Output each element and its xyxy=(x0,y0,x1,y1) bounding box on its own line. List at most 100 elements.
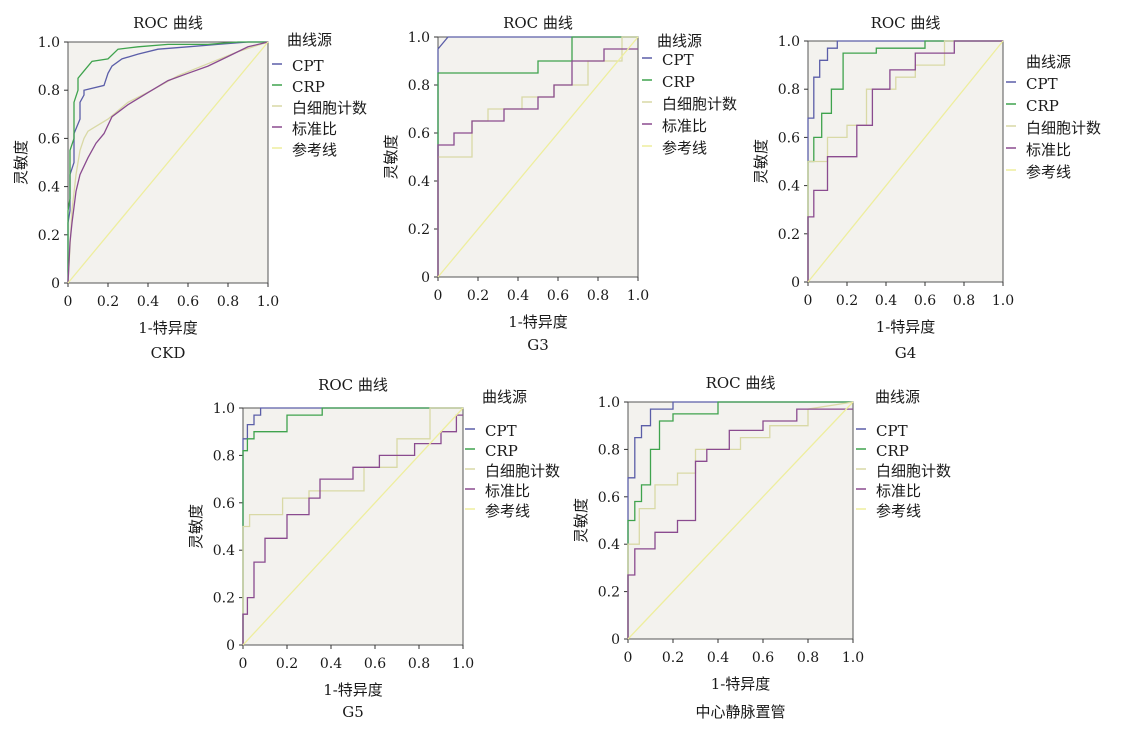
x-tick-label: 0.4 xyxy=(507,288,529,304)
roc-chart-g4: ROC 曲线 0 0.2 0.4 0.6 0.8 1.0 0 0.2 0.4 0.6 0.8 1.0 灵敏… xyxy=(752,14,1101,362)
x-axis-label: 1-特异度 xyxy=(323,681,383,699)
series-line-crp xyxy=(627,401,853,639)
x-tick-label: 0.4 xyxy=(707,650,729,666)
x-tick-label: 0.6 xyxy=(914,293,936,309)
x-tick-label: 0.8 xyxy=(217,294,239,310)
series-line-wbc xyxy=(807,40,1003,282)
series-line-cpt xyxy=(627,401,853,639)
series-line-wbc xyxy=(437,36,638,277)
x-tick-label: 0.6 xyxy=(364,656,386,672)
x-tick-label: 0.6 xyxy=(177,294,199,310)
y-tick-label: 1.0 xyxy=(38,35,60,51)
y-tick-label: 0.2 xyxy=(38,228,60,244)
legend-label-wbc: 白细胞计数 xyxy=(876,462,951,480)
chart-subtitle: G4 xyxy=(895,344,917,362)
y-tick-label: 0.4 xyxy=(778,179,800,195)
legend-label-cpt: CPT xyxy=(292,57,324,75)
x-tick-label: 0.6 xyxy=(752,650,774,666)
legend-label-wbc: 白细胞计数 xyxy=(1026,119,1101,137)
chart-subtitle: CKD xyxy=(151,344,186,362)
y-tick-label: 1.0 xyxy=(213,401,235,417)
y-tick-label: 0.6 xyxy=(778,130,800,146)
y-tick-label: 0.8 xyxy=(408,78,430,94)
y-tick-label: 0.6 xyxy=(213,496,235,512)
series-line-ratio xyxy=(807,40,1003,282)
chart-title: ROC 曲线 xyxy=(503,14,573,32)
y-tick-label: 1.0 xyxy=(598,395,620,411)
y-tick-label: 1.0 xyxy=(408,30,430,46)
legend-label-ratio: 标准比 xyxy=(662,117,707,135)
y-tick-label: 0.6 xyxy=(408,126,430,142)
series-line-reference xyxy=(807,40,1004,283)
legend-label-reference: 参考线 xyxy=(485,502,530,520)
x-tick-label: 1.0 xyxy=(842,650,864,666)
x-tick-label: 0.4 xyxy=(137,294,159,310)
chart-subtitle: 中心静脉置管 xyxy=(695,703,785,721)
legend-title: 曲线源 xyxy=(875,388,920,406)
series-line-ratio xyxy=(67,41,269,284)
y-tick-label: 0.4 xyxy=(213,543,235,559)
y-axis-label: 灵敏度 xyxy=(572,498,590,543)
x-tick-label: 1.0 xyxy=(257,294,279,310)
x-tick-label: 0.2 xyxy=(467,288,489,304)
y-axis-label: 灵敏度 xyxy=(12,140,30,185)
legend-label-wbc: 白细胞计数 xyxy=(662,95,737,113)
y-tick-label: 0.4 xyxy=(598,537,620,553)
legend-label-ratio: 标准比 xyxy=(876,482,921,500)
chart-title: ROC 曲线 xyxy=(318,376,388,394)
series-line-cpt xyxy=(242,407,463,645)
legend-title: 曲线源 xyxy=(287,31,332,49)
x-tick-label: 0 xyxy=(64,294,73,310)
x-tick-label: 0.2 xyxy=(662,650,684,666)
x-tick-label: 0 xyxy=(804,293,813,309)
legend-label-cpt: CPT xyxy=(485,422,517,440)
y-tick-label: 0.6 xyxy=(38,131,60,147)
y-tick-label: 0 xyxy=(791,275,800,291)
series-line-cpt xyxy=(67,41,268,283)
legend-label-ratio: 标准比 xyxy=(485,482,530,500)
x-axis-label: 1-特异度 xyxy=(711,675,771,693)
roc-chart-g5: ROC 曲线 0 0.2 0.4 0.6 0.8 1.0 0 0.2 0.4 0.6 0.8 1.0 灵敏… xyxy=(187,376,560,721)
series-line-wbc xyxy=(67,41,269,284)
y-tick-label: 0.8 xyxy=(38,83,60,99)
x-tick-label: 0 xyxy=(434,288,443,304)
series-line-crp xyxy=(807,40,1003,282)
x-tick-label: 0 xyxy=(624,650,633,666)
x-tick-label: 1.0 xyxy=(452,656,474,672)
legend-label-crp: CRP xyxy=(292,78,325,96)
series-line-cpt xyxy=(807,40,1003,282)
y-tick-label: 0.8 xyxy=(213,448,235,464)
y-axis-label: 灵敏度 xyxy=(752,139,770,184)
series-line-wbc xyxy=(242,407,463,645)
legend-label-cpt: CPT xyxy=(876,422,908,440)
series-line-crp xyxy=(67,41,268,283)
x-tick-label: 1.0 xyxy=(627,288,649,304)
x-axis-label: 1-特异度 xyxy=(508,313,568,331)
x-tick-label: 0.8 xyxy=(797,650,819,666)
series-line-reference xyxy=(242,407,464,646)
legend-label-reference: 参考线 xyxy=(292,141,337,159)
x-tick-label: 0.8 xyxy=(953,293,975,309)
roc-chart-ckd: ROC 曲线 0 0.2 0.4 0.6 0.8 1.0 0 0.2 0.4 0.6 0.8 1.0 灵敏… xyxy=(12,14,367,362)
legend-label-source: 曲线源 xyxy=(1026,53,1071,71)
legend-title: 曲线源 xyxy=(482,388,527,406)
series-line-reference xyxy=(67,41,269,284)
chart-subtitle: G5 xyxy=(342,703,364,721)
roc-chart-cvc: ROC 曲线 0 0.2 0.4 0.6 0.8 1.0 0 0.2 0.4 0.6 0.8 1.0 灵敏… xyxy=(572,374,951,721)
x-axis-label: 1-特异度 xyxy=(138,319,198,337)
chart-title: ROC 曲线 xyxy=(133,14,203,32)
legend-label-wbc: 白细胞计数 xyxy=(292,99,367,117)
legend-label-crp: CRP xyxy=(662,73,695,91)
legend-label-cpt: CPT xyxy=(662,51,694,69)
legend-label-crp: CRP xyxy=(485,442,518,460)
x-tick-label: 0.2 xyxy=(97,294,119,310)
x-tick-label: 0.2 xyxy=(276,656,298,672)
chart-title: ROC 曲线 xyxy=(871,14,941,32)
y-tick-label: 0 xyxy=(226,638,235,654)
x-tick-label: 0.8 xyxy=(408,656,430,672)
x-tick-label: 0.4 xyxy=(320,656,342,672)
y-tick-label: 0.4 xyxy=(38,180,60,196)
y-tick-label: 0.8 xyxy=(778,82,800,98)
legend-label-wbc: 白细胞计数 xyxy=(485,462,560,480)
legend-label-crp: CRP xyxy=(1026,97,1059,115)
